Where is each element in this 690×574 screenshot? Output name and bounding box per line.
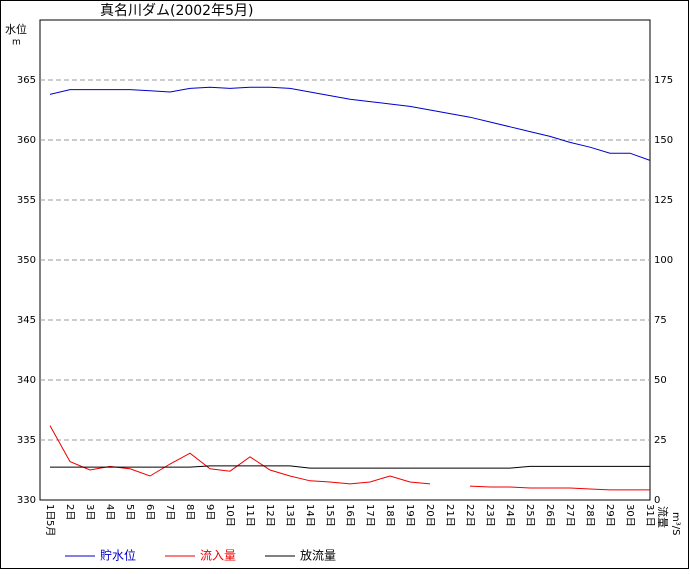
x-tick-label: 16日: [344, 504, 355, 527]
y2-axis-unit: m³/S: [670, 512, 681, 535]
x-tick-label: 5日: [124, 504, 135, 520]
x-tick-label: 18日: [384, 504, 395, 527]
legend-label: 流入量: [200, 549, 236, 563]
legend-label: 放流量: [300, 548, 336, 563]
series-line: [49, 86, 651, 161]
x-tick-label: 25日: [524, 504, 535, 527]
x-tick-label: 13日: [284, 504, 295, 527]
x-tick-label: 19日: [404, 504, 415, 527]
x-tick-label: 31日: [644, 504, 655, 527]
y2-tick-label: 175: [654, 75, 673, 86]
x-tick-label: 7日: [164, 504, 175, 520]
x-tick-label: 15日: [324, 504, 335, 527]
x-tick-label: 23日: [484, 504, 495, 527]
x-tick-label: 28日: [584, 504, 595, 527]
x-tick-label: 8日: [184, 504, 195, 520]
y2-tick-label: 100: [654, 255, 673, 266]
x-tick-label: 14日: [304, 504, 315, 527]
y-tick-label: 340: [17, 375, 36, 386]
x-tick-label: 26日: [544, 504, 555, 527]
x-tick-label: 11日: [244, 504, 255, 527]
y-tick-label: 355: [17, 195, 36, 206]
legend-label: 貯水位: [100, 548, 136, 563]
x-tick-label: 17日: [364, 504, 375, 527]
y2-tick-label: 25: [654, 435, 667, 446]
x-tick-label: 1日: [44, 504, 55, 520]
y-tick-label: 330: [17, 495, 36, 506]
chart-title: 真名川ダム(2002年5月): [100, 3, 253, 19]
x-tick-label: 6日: [144, 504, 155, 520]
x-tick-label: 24日: [504, 504, 515, 527]
y-axis-unit: m: [12, 38, 21, 48]
y-tick-label: 365: [17, 75, 36, 86]
y2-tick-label: 75: [654, 315, 667, 326]
x-tick-label: 29日: [604, 504, 615, 527]
x-tick-label: 22日: [464, 504, 475, 527]
y2-axis-label: 流量: [656, 506, 670, 528]
y-tick-label: 360: [17, 135, 36, 146]
y-tick-label: 335: [17, 435, 36, 446]
x-tick-label: 9日: [204, 504, 215, 520]
y2-tick-label: 125: [654, 195, 673, 206]
x-tick-label: 10日: [224, 504, 235, 527]
x-tick-label: 2日: [64, 504, 75, 520]
x-tick-label: 21日: [444, 504, 455, 527]
y2-tick-label: 50: [654, 375, 667, 386]
y2-tick-label: 0: [654, 495, 660, 506]
series-line: [50, 465, 650, 469]
y2-tick-label: 150: [654, 135, 673, 146]
x-tick-label: 3日: [84, 504, 95, 520]
x-tick-label: 20日: [424, 504, 435, 527]
x-tick-label: 12日: [264, 504, 275, 527]
x-tick-label: 30日: [624, 504, 635, 527]
y-tick-label: 345: [17, 315, 36, 326]
month-label: 5月: [44, 520, 56, 536]
y-axis-label: 水位: [5, 22, 27, 36]
x-tick-label: 27日: [564, 504, 575, 527]
x-tick-label: 4日: [104, 504, 115, 520]
y-tick-label: 350: [17, 255, 36, 266]
